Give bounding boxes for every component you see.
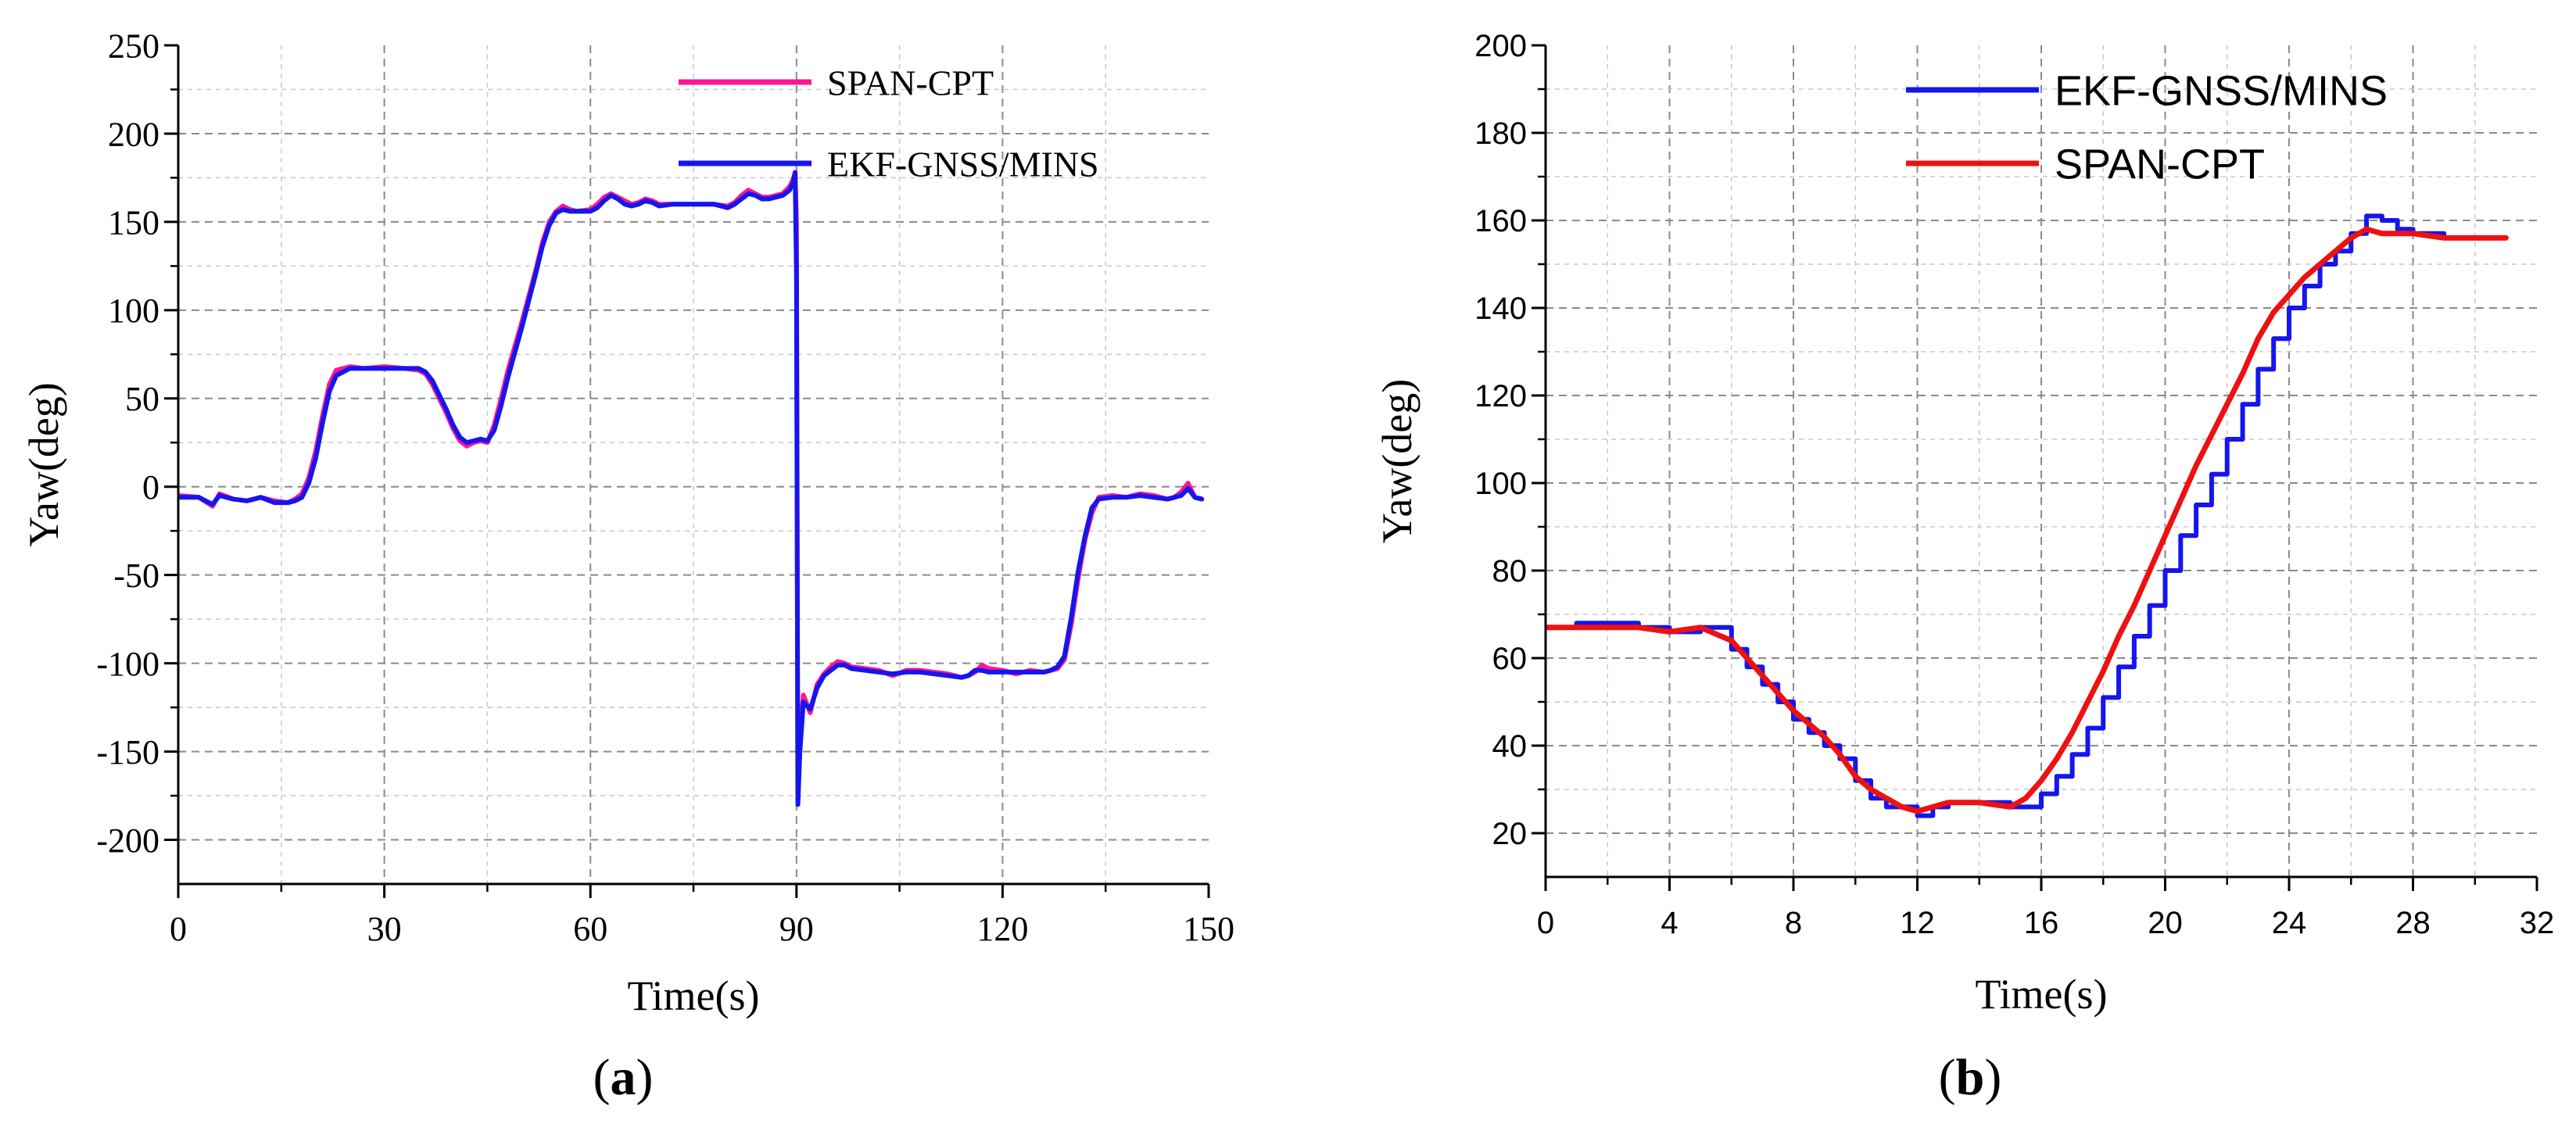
y-tick-label: 60 [1492,642,1528,676]
x-tick-label: 24 [2272,906,2307,940]
x-tick-label: 150 [1183,910,1234,948]
ticks: 0 4 8 12 16 20 24 28 32 20 40 60 80 100 120 140 160 180 20… [1474,29,2554,940]
x-tick-label: 120 [976,910,1028,948]
y-tick-label: -200 [96,821,159,860]
x-tick-label: 90 [779,910,814,948]
x-tick-label: 8 [1785,906,1802,940]
x-tick-label: 30 [367,910,402,948]
y-tick-label: 40 [1492,729,1528,764]
y-tick-label: 200 [108,115,159,153]
y-tick-label: 120 [1474,379,1527,413]
y-tick-label: 0 [142,468,159,506]
legend-label: EKF-GNSS/MINS [2055,67,2388,114]
y-tick-label: 140 [1474,292,1527,326]
y-tick-label: 200 [1474,29,1527,63]
series-line-1 [1546,213,2509,818]
y-tick-label: 100 [108,292,159,330]
chart-a: 0 30 60 90 120 150 -200 -150 -100 -50 0 50 100 150 200… [20,27,1234,1106]
chart-b: 0 4 8 12 16 20 24 28 32 20 40 60 80 100 120 140 160 180 20… [1374,29,2554,1106]
y-tick-label: 160 [1474,204,1527,238]
x-tick-label: 20 [2148,906,2183,940]
y-tick-label: -150 [96,733,159,771]
y-axis-label: Yaw(deg) [1374,379,1421,544]
y-tick-label: 150 [108,203,159,242]
ticks: 0 30 60 90 120 150 -200 -150 -100 -50 0 50 100 150 200… [96,27,1234,948]
x-tick-label: 4 [1661,906,1678,940]
grid [178,45,1209,884]
y-tick-label: 100 [1474,467,1527,501]
y-tick-label: 180 [1474,116,1527,151]
series-line-2 [1546,226,2509,814]
y-tick-label: -50 [113,556,159,595]
x-axis-label: Time(s) [627,972,759,1019]
series-line-2 [178,170,1205,807]
y-tick-label: -100 [96,645,159,683]
legend-label: EKF-GNSS/MINS [827,145,1099,184]
x-tick-label: 12 [1900,906,1935,940]
x-tick-label: 28 [2395,906,2431,940]
y-tick-label: 50 [125,380,159,418]
panel-label: (b) [1939,1049,2002,1106]
grid [1546,45,2537,877]
series-group [178,170,1205,807]
y-tick-label: 20 [1492,817,1528,851]
series-group [1546,213,2509,818]
y-axis-label: Yaw(deg) [20,382,67,547]
legend: EKF-GNSS/MINS SPAN-CPT [1906,67,2388,188]
legend-label: SPAN-CPT [827,63,994,103]
x-tick-label: 60 [573,910,607,948]
panel-label: (a) [593,1049,654,1106]
y-tick-label: 250 [108,27,159,65]
x-tick-label: 0 [170,910,187,948]
x-tick-label: 16 [2024,906,2059,940]
legend-label: SPAN-CPT [2055,141,2265,188]
x-tick-label: 0 [1537,906,1554,940]
x-tick-label: 32 [2520,906,2555,940]
y-tick-label: 80 [1492,554,1528,589]
x-axis-label: Time(s) [1975,971,2107,1018]
legend: SPAN-CPT EKF-GNSS/MINS [679,63,1099,184]
